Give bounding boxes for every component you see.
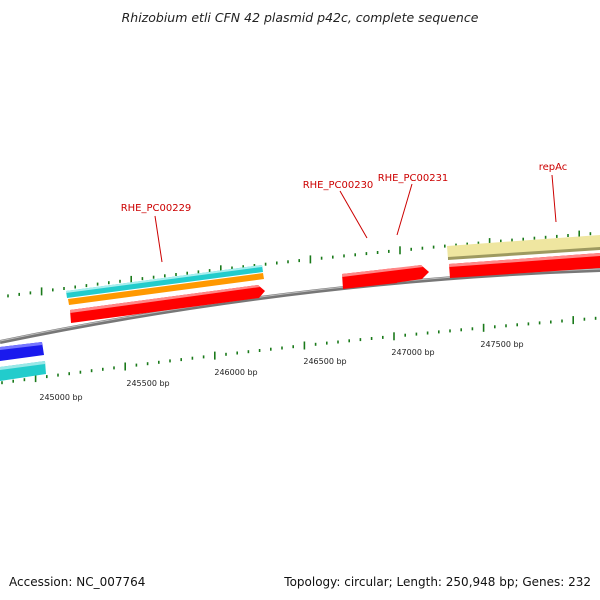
bp-label: 245000 bp [39, 393, 82, 402]
gene-red-feature-shade [342, 265, 423, 277]
gene-red-feature-RHE_PC00229[interactable] [70, 285, 265, 323]
bp-label: 247000 bp [391, 348, 434, 357]
gene-orange-feature[interactable] [68, 273, 264, 305]
map-title: Rhizobium etli CFN 42 plasmid p42c, comp… [122, 10, 479, 25]
bp-label: 247500 bp [480, 340, 523, 349]
gene-red-feature-repAc[interactable] [449, 253, 600, 278]
bp-label: 245500 bp [126, 379, 169, 388]
callout-line-RHE_PC00230 [339, 190, 368, 239]
callout-line-repAc [551, 174, 557, 223]
gene-khaki-feature[interactable] [447, 235, 600, 259]
gene-blue-feature-shade [0, 342, 42, 350]
gene-label-RHE_PC00230[interactable]: RHE_PC00230 [303, 180, 374, 191]
callout-line-RHE_PC00231 [396, 183, 413, 236]
gene-label-repAc[interactable]: repAc [539, 162, 568, 173]
accession-text: Accession: NC_007764 [9, 575, 146, 589]
gene-khaki-feature-underline [448, 247, 600, 260]
gene-label-RHE_PC00231[interactable]: RHE_PC00231 [378, 173, 449, 184]
gene-label-RHE_PC00229[interactable]: RHE_PC00229 [121, 203, 192, 214]
gene-cyan-left-feature-shade [0, 361, 45, 370]
bp-label: 246500 bp [303, 357, 346, 366]
genome-backbone [0, 268, 600, 344]
lower-tick-track [1, 316, 597, 385]
genome-stats-text: Topology: circular; Length: 250,948 bp; … [284, 575, 591, 589]
callout-line-RHE_PC00229 [154, 215, 163, 263]
gene-red-feature-RHE_PC00229-shade [70, 285, 260, 313]
genome-backbone-highlight [0, 268, 600, 342]
bp-label: 246000 bp [214, 368, 257, 377]
gene-cyan-feature-shade [66, 265, 262, 293]
gene-red-feature-repAc-shade [449, 253, 600, 267]
